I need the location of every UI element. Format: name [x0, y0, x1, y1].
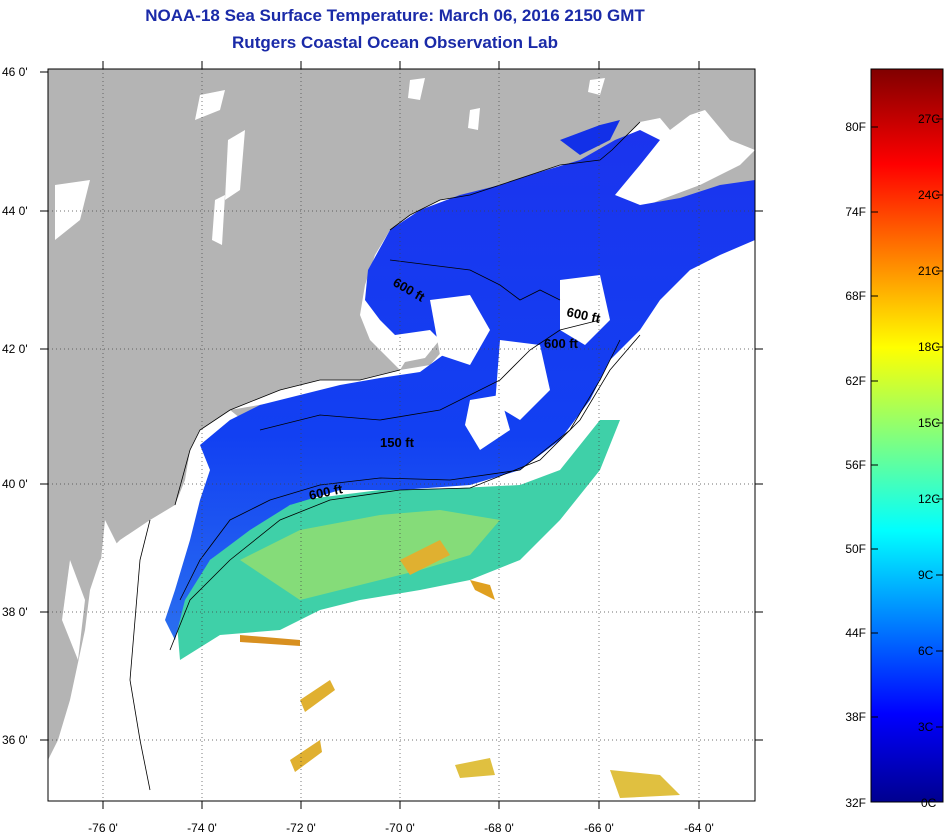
colorbar-label-c: 6C: [918, 644, 934, 658]
inland-water: [55, 180, 90, 240]
isobath-150ft: [179, 339, 621, 601]
isobath-gulf-of-maine: [389, 259, 561, 301]
colorbar-label-f: 38F: [845, 710, 866, 724]
gulf-stream-streak: [400, 540, 450, 575]
colorbar-label-c: 0C: [921, 796, 937, 810]
isobath-inner: [259, 319, 601, 431]
inland-water: [408, 78, 425, 100]
lat-label: 38 0': [2, 605, 28, 619]
lat-label: 46 0': [2, 65, 28, 79]
coastline: [174, 121, 641, 506]
lat-label: 40 0': [2, 477, 28, 491]
contour-label: 150 ft: [380, 435, 415, 450]
gulf-stream-streak: [610, 770, 680, 798]
slope-water-green: [240, 510, 500, 600]
colorbar-ticks: [871, 118, 943, 728]
contour-label: 600 ft: [308, 481, 345, 503]
cloud-patch: [465, 395, 510, 450]
lon-label: -72 0': [286, 821, 316, 835]
cape-cod: [400, 342, 445, 370]
gulf-stream-streak: [290, 740, 322, 772]
lon-label: -76 0': [88, 821, 118, 835]
temperature-colorbar: [870, 68, 944, 803]
colorbar-label-c: 12C: [918, 492, 940, 506]
cloud-patch: [700, 355, 745, 390]
map-title: NOAA-18 Sea Surface Temperature: March 0…: [145, 6, 645, 25]
cloud-patch: [430, 295, 490, 365]
map-frame: [47, 68, 756, 802]
cloud-patch: [560, 275, 610, 345]
lon-label: -68 0': [484, 821, 514, 835]
coastline-south: [129, 519, 151, 791]
cloud-patch: [495, 340, 550, 420]
colorbar-label-c: 9C: [918, 568, 934, 582]
gulf-stream-streak: [300, 680, 335, 712]
gulf-stream-streak: [455, 758, 495, 778]
colorbar-label-f: 80F: [845, 120, 866, 134]
lat-label: 44 0': [2, 204, 28, 218]
gulf-stream-streak: [240, 635, 300, 646]
colorbar-label-c: 24C: [918, 188, 940, 202]
colorbar-label-f: 32F: [845, 796, 866, 810]
colorbar-label-c: 15C: [918, 416, 940, 430]
delaware-bay: [100, 520, 125, 600]
bay-of-fundy: [560, 120, 620, 155]
lat-label: 36 0': [2, 733, 28, 747]
colorbar-label-f: 56F: [845, 458, 866, 472]
contour-label: 600 ft: [565, 304, 602, 326]
inland-water: [195, 90, 225, 120]
colorbar-label-f: 44F: [845, 626, 866, 640]
colorbar-label-f: 68F: [845, 289, 866, 303]
colorbar-label-c: 27C: [918, 112, 940, 126]
lon-label: -64 0': [684, 821, 714, 835]
colorbar-label-c: 18C: [918, 340, 940, 354]
colorbar-label-f: 62F: [845, 374, 866, 388]
lon-label: -74 0': [187, 821, 217, 835]
colorbar-label-c: 21C: [918, 264, 940, 278]
lat-label: 42 0': [2, 342, 28, 356]
inland-water: [468, 108, 480, 130]
lon-label: -66 0': [584, 821, 614, 835]
map-subtitle: Rutgers Coastal Ocean Observation Lab: [232, 33, 558, 52]
shelf-water-cold: [165, 130, 755, 640]
inland-water: [588, 78, 605, 95]
colorbar-label-f: 74F: [845, 205, 866, 219]
inland-water: [212, 195, 225, 245]
colorbar-label-c: 3C: [918, 720, 934, 734]
contour-label: 600 ft: [544, 336, 579, 351]
inland-water: [225, 130, 245, 200]
chesapeake-bay: [62, 560, 85, 660]
colorbar-label-f: 50F: [845, 542, 866, 556]
gulf-stream-streak: [470, 580, 495, 600]
axis-ticks: [40, 61, 763, 809]
lon-label: -70 0': [385, 821, 415, 835]
land-mass: [48, 69, 755, 760]
